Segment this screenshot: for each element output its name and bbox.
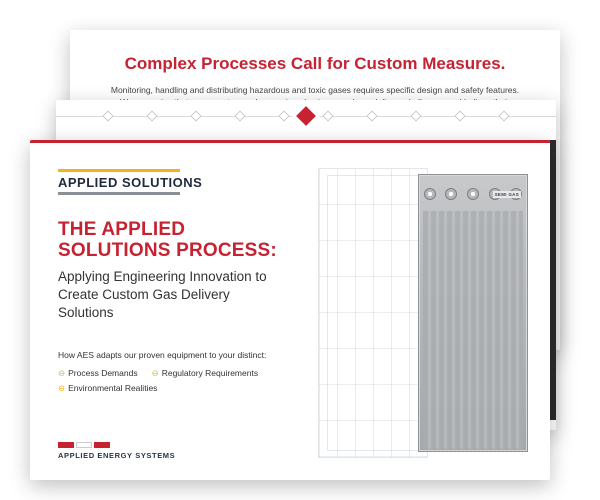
back-title: Complex Processes Call for Custom Measur… <box>98 54 532 74</box>
front-footer-logo: APPLIED ENERGY SYSTEMS <box>58 442 175 460</box>
cabinet-brand-label: SEMI GAS <box>493 191 521 198</box>
bullet-2-text: Regulatory Requirements <box>162 368 258 378</box>
footer-bar-white <box>76 442 92 448</box>
brochure-stack: Complex Processes Call for Custom Measur… <box>0 0 600 500</box>
bullet-3-text: Environmental Realities <box>68 383 157 393</box>
front-text-block: APPLIED SOLUTIONS THE APPLIED SOLUTIONS … <box>58 166 298 394</box>
front-title-line1: THE APPLIED <box>58 219 185 240</box>
footer-bar-red-2 <box>94 442 110 448</box>
bullet-dash-icon: ⊖ <box>58 383 65 393</box>
front-title-line2: SOLUTIONS PROCESS: <box>58 240 277 261</box>
gas-cabinet: SEMI GAS <box>418 174 528 452</box>
front-subtitle: Applying Engineering Innovation to Creat… <box>58 268 278 323</box>
front-bullets: ⊖Process Demands ⊖Regulatory Requirement… <box>58 368 298 394</box>
logo-bar-gray <box>58 192 180 195</box>
logo-text: APPLIED SOLUTIONS <box>58 175 202 190</box>
bullet-dash-icon: ⊖ <box>58 368 65 378</box>
footer-bar-red <box>58 442 74 448</box>
front-product-photo: SEMI GAS <box>318 168 528 458</box>
footer-company-name: APPLIED ENERGY SYSTEMS <box>58 451 175 460</box>
diamond-icon <box>296 106 316 126</box>
front-title: THE APPLIED SOLUTIONS PROCESS: <box>58 219 298 262</box>
front-top-accent <box>30 140 550 143</box>
front-how-line: How AES adapts our proven equipment to y… <box>58 350 298 360</box>
applied-solutions-logo: APPLIED SOLUTIONS <box>58 166 202 197</box>
card-front: APPLIED SOLUTIONS THE APPLIED SOLUTIONS … <box>30 140 550 480</box>
bullet-1-text: Process Demands <box>68 368 137 378</box>
logo-bar-yellow <box>58 169 180 172</box>
bullet-regulatory: ⊖Regulatory Requirements <box>152 368 259 379</box>
bullet-environmental: ⊖Environmental Realities <box>58 383 298 394</box>
bullet-process-demands: ⊖Process Demands <box>58 368 138 379</box>
bullet-dash-icon: ⊖ <box>152 368 159 378</box>
blueprint-graphic <box>318 168 428 458</box>
